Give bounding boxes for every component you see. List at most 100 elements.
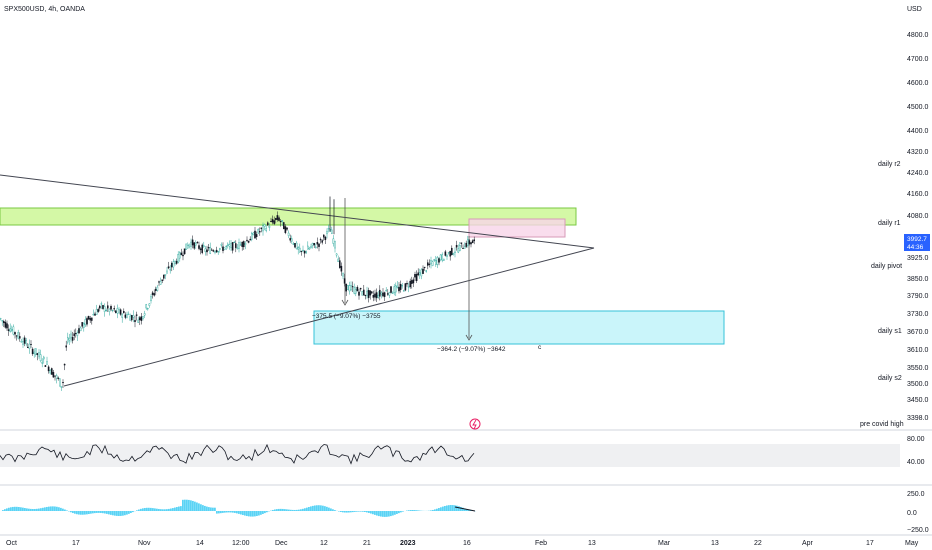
candle-body[interactable] <box>135 314 138 316</box>
candle-body[interactable] <box>20 341 23 343</box>
candle-body[interactable] <box>39 354 42 362</box>
candle-body[interactable] <box>289 238 292 241</box>
candle-body[interactable] <box>239 244 242 246</box>
candle-body[interactable] <box>340 265 343 272</box>
candle-body[interactable] <box>218 248 221 250</box>
candle-body[interactable] <box>150 296 152 302</box>
candle-body[interactable] <box>114 310 117 313</box>
candle-body[interactable] <box>0 318 2 320</box>
candle-body[interactable] <box>154 288 157 291</box>
candle-body[interactable] <box>324 236 327 240</box>
candle-body[interactable] <box>210 249 213 251</box>
candle-body[interactable] <box>307 245 309 250</box>
candle-body[interactable] <box>443 258 445 261</box>
candle-body[interactable] <box>1 320 4 322</box>
candle-body[interactable] <box>180 252 183 256</box>
candle-body[interactable] <box>457 248 460 253</box>
candle-body[interactable] <box>279 221 282 223</box>
candle-body[interactable] <box>468 240 471 245</box>
candle-body[interactable] <box>52 372 55 378</box>
candle-body[interactable] <box>299 247 301 253</box>
candle-body[interactable] <box>377 294 380 298</box>
candle-body[interactable] <box>65 345 67 348</box>
candle-body[interactable] <box>108 308 111 312</box>
candle-body[interactable] <box>118 309 120 314</box>
candle-body[interactable] <box>390 286 392 293</box>
candle-body[interactable] <box>185 243 188 250</box>
candle-body[interactable] <box>278 217 280 221</box>
candle-body[interactable] <box>55 375 58 379</box>
candle-body[interactable] <box>226 243 229 246</box>
candle-body[interactable] <box>47 366 50 372</box>
candle-body[interactable] <box>63 363 66 366</box>
candle-body[interactable] <box>129 315 132 321</box>
candle-body[interactable] <box>467 239 469 246</box>
candle-body[interactable] <box>228 244 231 247</box>
candle-body[interactable] <box>247 240 250 243</box>
candle-body[interactable] <box>335 253 338 256</box>
candle-body[interactable] <box>250 233 253 240</box>
trendline-upper[interactable] <box>0 174 595 249</box>
candle-body[interactable] <box>412 279 415 284</box>
candle-body[interactable] <box>454 251 456 253</box>
candle-body[interactable] <box>4 321 7 328</box>
candle-body[interactable] <box>126 314 128 318</box>
candle-body[interactable] <box>46 361 48 365</box>
candle-body[interactable] <box>95 309 98 315</box>
candle-body[interactable] <box>292 243 295 245</box>
candle-body[interactable] <box>190 241 192 247</box>
candle-body[interactable] <box>422 268 424 274</box>
candle-body[interactable] <box>138 317 141 321</box>
candle-body[interactable] <box>119 309 122 315</box>
candle-body[interactable] <box>15 335 18 337</box>
support-zone[interactable] <box>313 310 725 345</box>
candle-body[interactable] <box>331 229 333 234</box>
candle-body[interactable] <box>68 338 71 341</box>
candle-body[interactable] <box>417 272 420 276</box>
candle-body[interactable] <box>470 242 472 245</box>
candle-body[interactable] <box>411 280 413 284</box>
candle-body[interactable] <box>22 340 24 345</box>
candle-body[interactable] <box>356 287 359 292</box>
candle-body[interactable] <box>74 333 77 335</box>
candle-body[interactable] <box>259 231 261 233</box>
candle-body[interactable] <box>375 292 378 299</box>
candle-body[interactable] <box>199 248 202 251</box>
candle-body[interactable] <box>27 346 29 348</box>
candle-body[interactable] <box>242 241 245 248</box>
candle-body[interactable] <box>121 314 123 318</box>
candle-body[interactable] <box>204 248 207 252</box>
candle-body[interactable] <box>73 333 75 337</box>
osc-trendline[interactable] <box>454 506 476 512</box>
candle-body[interactable] <box>183 248 186 255</box>
candle-body[interactable] <box>348 285 351 292</box>
candle-body[interactable] <box>364 294 367 297</box>
candle-body[interactable] <box>159 281 162 285</box>
candle-body[interactable] <box>30 343 32 345</box>
event-flash-icon[interactable] <box>469 418 481 430</box>
candle-body[interactable] <box>318 243 320 247</box>
candle-body[interactable] <box>303 250 306 254</box>
candle-body[interactable] <box>98 305 101 309</box>
candle-body[interactable] <box>276 215 279 220</box>
candle-body[interactable] <box>6 323 8 329</box>
candle-body[interactable] <box>172 261 175 268</box>
candle-body[interactable] <box>374 293 376 298</box>
candle-body[interactable] <box>355 289 357 294</box>
candle-body[interactable] <box>439 254 442 261</box>
candle-body[interactable] <box>130 315 133 321</box>
candle-body[interactable] <box>393 286 396 293</box>
candle-body[interactable] <box>353 287 356 294</box>
candle-body[interactable] <box>302 249 304 251</box>
candle-body[interactable] <box>399 284 402 290</box>
candle-body[interactable] <box>12 326 15 335</box>
candle-body[interactable] <box>60 385 63 388</box>
candle-body[interactable] <box>169 269 172 271</box>
candles-group[interactable] <box>0 196 476 391</box>
candle-body[interactable] <box>231 242 234 251</box>
candle-body[interactable] <box>471 240 474 244</box>
candle-body[interactable] <box>122 311 125 314</box>
candle-body[interactable] <box>395 285 397 293</box>
candle-body[interactable] <box>420 269 423 277</box>
